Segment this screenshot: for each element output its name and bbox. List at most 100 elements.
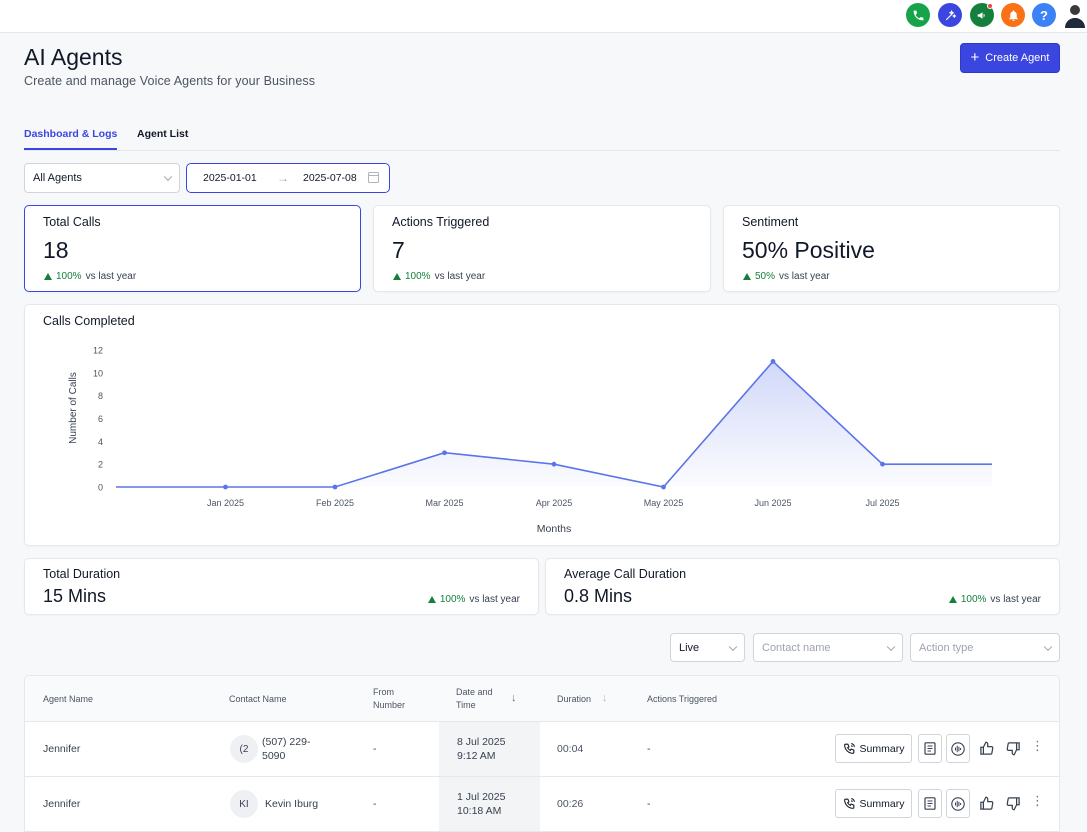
page-title: AI Agents: [24, 44, 123, 70]
recording-button[interactable]: [946, 734, 970, 763]
thumbs-down-icon[interactable]: [1005, 795, 1021, 811]
trend-suffix: vs last year: [990, 594, 1041, 605]
stat-card-actions-triggered[interactable]: Actions Triggered 7 100% vs last year: [373, 205, 711, 292]
trend-suffix: vs last year: [779, 271, 830, 282]
stat-trend: 100% vs last year: [393, 271, 485, 282]
data-point: [770, 359, 776, 364]
call-duration: 00:26: [557, 798, 584, 810]
contact-avatar: (2: [230, 735, 258, 763]
contact-name: (507) 229- 5090: [262, 735, 310, 763]
y-tick-label: 10: [93, 368, 103, 378]
thumbs-up-icon[interactable]: [978, 795, 994, 811]
stat-label: Actions Triggered: [392, 215, 490, 229]
header-contact-name[interactable]: Contact Name: [229, 694, 287, 704]
series-area: [116, 361, 992, 487]
y-tick-label: 6: [98, 414, 103, 424]
magic-wand-icon[interactable]: [938, 3, 962, 27]
phone-call-icon: [843, 743, 855, 754]
data-point: [661, 484, 666, 490]
document-icon: [924, 797, 936, 810]
y-tick-label: 2: [98, 460, 103, 470]
header-from-line2: Number: [373, 700, 406, 710]
from-number: -: [373, 798, 377, 810]
y-tick-label: 8: [98, 391, 103, 401]
data-point: [551, 461, 557, 467]
y-tick-label: 0: [98, 483, 103, 493]
thumbs-down-icon[interactable]: [1005, 740, 1021, 756]
phone-call-icon: [843, 798, 855, 809]
from-number: -: [373, 743, 377, 755]
action-type-select[interactable]: Action type: [910, 633, 1060, 662]
date-end[interactable]: 2025-07-08: [303, 172, 357, 184]
header-actions-triggered[interactable]: Actions Triggered: [647, 694, 718, 704]
sort-icon[interactable]: ↓: [602, 692, 608, 704]
stat-card-total-calls[interactable]: Total Calls 18 100% vs last year: [24, 205, 361, 292]
date-column-shade: [439, 777, 540, 831]
header-from-number[interactable]: From Number: [373, 686, 405, 712]
header-date-line2: Time: [456, 700, 476, 710]
tab-dashboard-logs[interactable]: Dashboard & Logs: [24, 128, 118, 150]
stat-trend: 100% vs last year: [427, 594, 520, 605]
agent-select-value: All Agents: [33, 172, 82, 184]
date-range-picker[interactable]: 2025-01-01 → 2025-07-08: [186, 163, 390, 193]
data-point: [332, 484, 338, 490]
thumbs-up-icon[interactable]: [978, 740, 994, 756]
notification-dot: [987, 3, 993, 9]
contact-name-placeholder: Contact name: [762, 641, 831, 654]
document-icon: [924, 742, 936, 755]
header-date-time[interactable]: Date and Time: [456, 686, 493, 712]
transcript-button[interactable]: [918, 789, 942, 818]
more-options-icon[interactable]: ⋮: [1031, 793, 1044, 808]
header-from-line1: From: [373, 687, 394, 697]
bell-icon[interactable]: [1001, 3, 1025, 27]
audio-wave-icon: [951, 796, 965, 811]
create-agent-button[interactable]: + Create Agent: [960, 43, 1060, 73]
summary-button[interactable]: Summary: [835, 789, 912, 818]
agent-select[interactable]: All Agents: [24, 163, 180, 193]
mode-select[interactable]: Live: [670, 633, 745, 662]
stat-card-average-call-duration[interactable]: Average Call Duration 0.8 Mins 100% vs l…: [545, 558, 1060, 615]
stat-value: 0.8 Mins: [564, 586, 633, 606]
stat-trend: 100% vs last year: [948, 594, 1041, 605]
megaphone-icon[interactable]: [970, 3, 994, 27]
summary-label: Summary: [859, 797, 905, 810]
user-avatar[interactable]: [1063, 2, 1087, 28]
trend-percent: 100%: [960, 594, 987, 605]
header-date-line1: Date and: [456, 687, 493, 697]
contact-line1: (507) 229-: [262, 736, 311, 748]
trend-percent: 100%: [405, 271, 431, 282]
stat-card-sentiment[interactable]: Sentiment 50% Positive 50% vs last year: [723, 205, 1060, 292]
calendar-icon[interactable]: [368, 171, 379, 186]
chevron-down-icon: [728, 642, 738, 651]
stat-label: Total Calls: [43, 215, 101, 229]
trend-suffix: vs last year: [469, 594, 520, 605]
date-column-shade: [439, 722, 540, 776]
help-icon[interactable]: ?: [1032, 3, 1056, 27]
summary-button[interactable]: Summary: [835, 734, 912, 763]
sort-desc-icon[interactable]: ↓: [511, 692, 517, 704]
action-type-placeholder: Action type: [919, 641, 974, 654]
tab-agent-list[interactable]: Agent List: [137, 128, 189, 140]
more-options-icon[interactable]: ⋮: [1031, 738, 1044, 753]
stat-card-total-duration[interactable]: Total Duration 15 Mins 100% vs last year: [24, 558, 539, 615]
stat-value: 7: [392, 237, 405, 263]
trend-suffix: vs last year: [434, 271, 486, 282]
trend-percent: 100%: [439, 594, 466, 605]
x-tick-label: Jan 2025: [207, 498, 244, 508]
table-row[interactable]: Jennifer (2 (507) 229- 5090 - 8 Jul 2025…: [25, 722, 1059, 777]
page-subtitle: Create and manage Voice Agents for your …: [24, 74, 316, 88]
contact-name-select[interactable]: Contact name: [753, 633, 903, 662]
agent-name: Jennifer: [43, 743, 81, 755]
date-start[interactable]: 2025-01-01: [203, 172, 257, 184]
stat-label: Total Duration: [43, 567, 121, 581]
table-row[interactable]: Jennifer KI Kevin Iburg - 1 Jul 2025 10:…: [25, 777, 1059, 832]
call-date: 8 Jul 2025: [457, 736, 506, 748]
calls-completed-chart: 0 2 4 6 8 10 12 Jan 2025 Feb 2025 Mar 2025 Apr 202…: [68, 346, 992, 535]
header-duration[interactable]: Duration: [557, 694, 592, 704]
stat-trend: 100% vs last year: [44, 271, 136, 282]
data-point: [442, 450, 447, 456]
header-agent-name[interactable]: Agent Name: [43, 694, 94, 704]
recording-button[interactable]: [946, 789, 970, 818]
transcript-button[interactable]: [918, 734, 942, 763]
phone-icon[interactable]: [906, 3, 930, 27]
